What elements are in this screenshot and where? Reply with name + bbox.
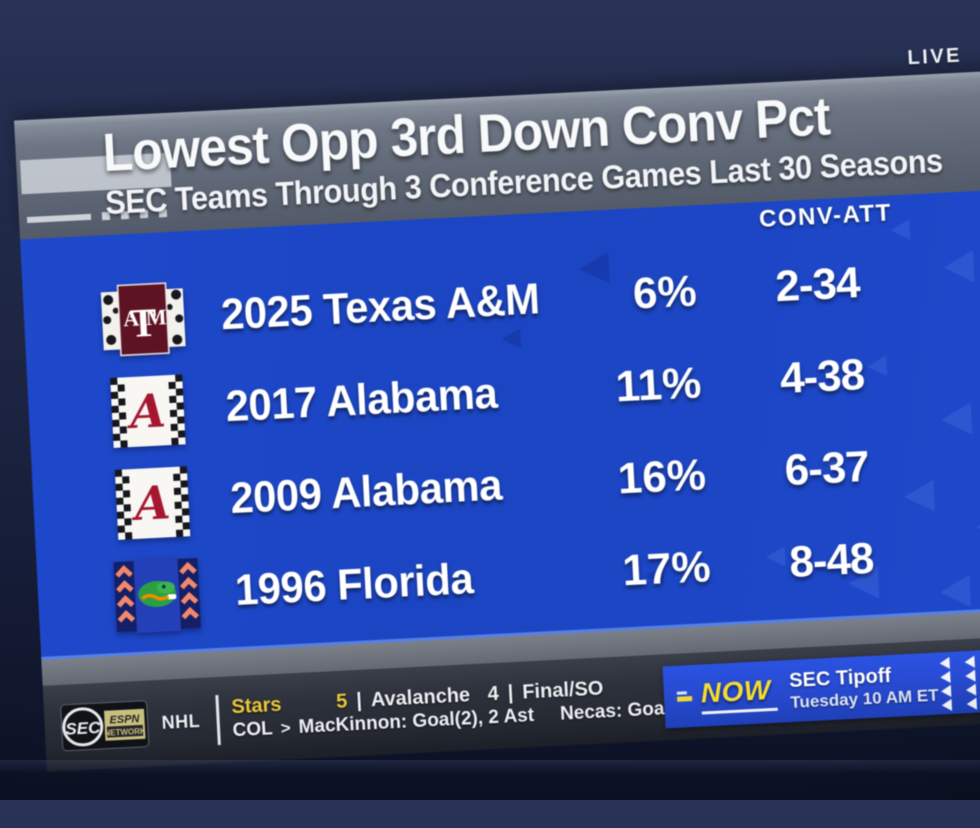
- conv-att-column-header: CONV-ATT: [758, 199, 893, 233]
- league-label: NHL: [161, 710, 201, 733]
- team-name: 2009 Alabama: [229, 460, 503, 524]
- conv-att-value: 4-38: [778, 349, 866, 404]
- svg-text:A: A: [125, 383, 167, 439]
- team-name: 1996 Florida: [233, 553, 475, 615]
- pct-value: 11%: [614, 358, 703, 412]
- detail-team-abbr: COL: [232, 718, 274, 742]
- live-badge: LIVE: [907, 44, 963, 70]
- now-dash-icon: [676, 691, 693, 702]
- pct-value: 6%: [631, 266, 698, 319]
- conv-att-value: 2-34: [774, 258, 861, 312]
- conv-att-value: 8-48: [788, 533, 875, 587]
- sec-network-logo-icon: SEC ESPN NETWORK: [60, 700, 150, 752]
- texas-am-logo-icon: A T M: [100, 282, 186, 357]
- caret-icon: >: [280, 718, 292, 738]
- pipe-separator: |: [355, 689, 363, 712]
- svg-text:A: A: [129, 475, 171, 531]
- svg-text:ESPN: ESPN: [109, 713, 141, 727]
- florida-logo-icon: [113, 556, 201, 634]
- home-score: 4: [487, 682, 500, 706]
- svg-text:SEC: SEC: [65, 718, 102, 739]
- team-name: 2025 Texas A&M: [219, 274, 541, 340]
- away-team: Stars: [230, 693, 283, 719]
- conv-att-value: 6-37: [783, 441, 870, 496]
- stats-table: CONV-ATT A T M 2025 Texas A&M 6% 2-34: [20, 188, 980, 660]
- team-name: 2017 Alabama: [224, 368, 499, 432]
- pct-value: 17%: [621, 541, 712, 596]
- now-label: NOW: [700, 673, 778, 715]
- alabama-logo-icon: A: [110, 374, 186, 448]
- alabama-logo-icon: A: [114, 466, 191, 540]
- game-status: Final/SO: [521, 677, 604, 704]
- promo-banner: NOW SEC Tipoff Tuesday 10 AM ET: [662, 646, 980, 729]
- svg-text:M: M: [145, 304, 167, 330]
- promo-arrows-icon: [939, 654, 980, 712]
- score-separator: [214, 695, 221, 746]
- away-score: 5: [335, 690, 348, 714]
- pct-value: 16%: [616, 450, 708, 504]
- pipe-separator: |: [507, 682, 514, 705]
